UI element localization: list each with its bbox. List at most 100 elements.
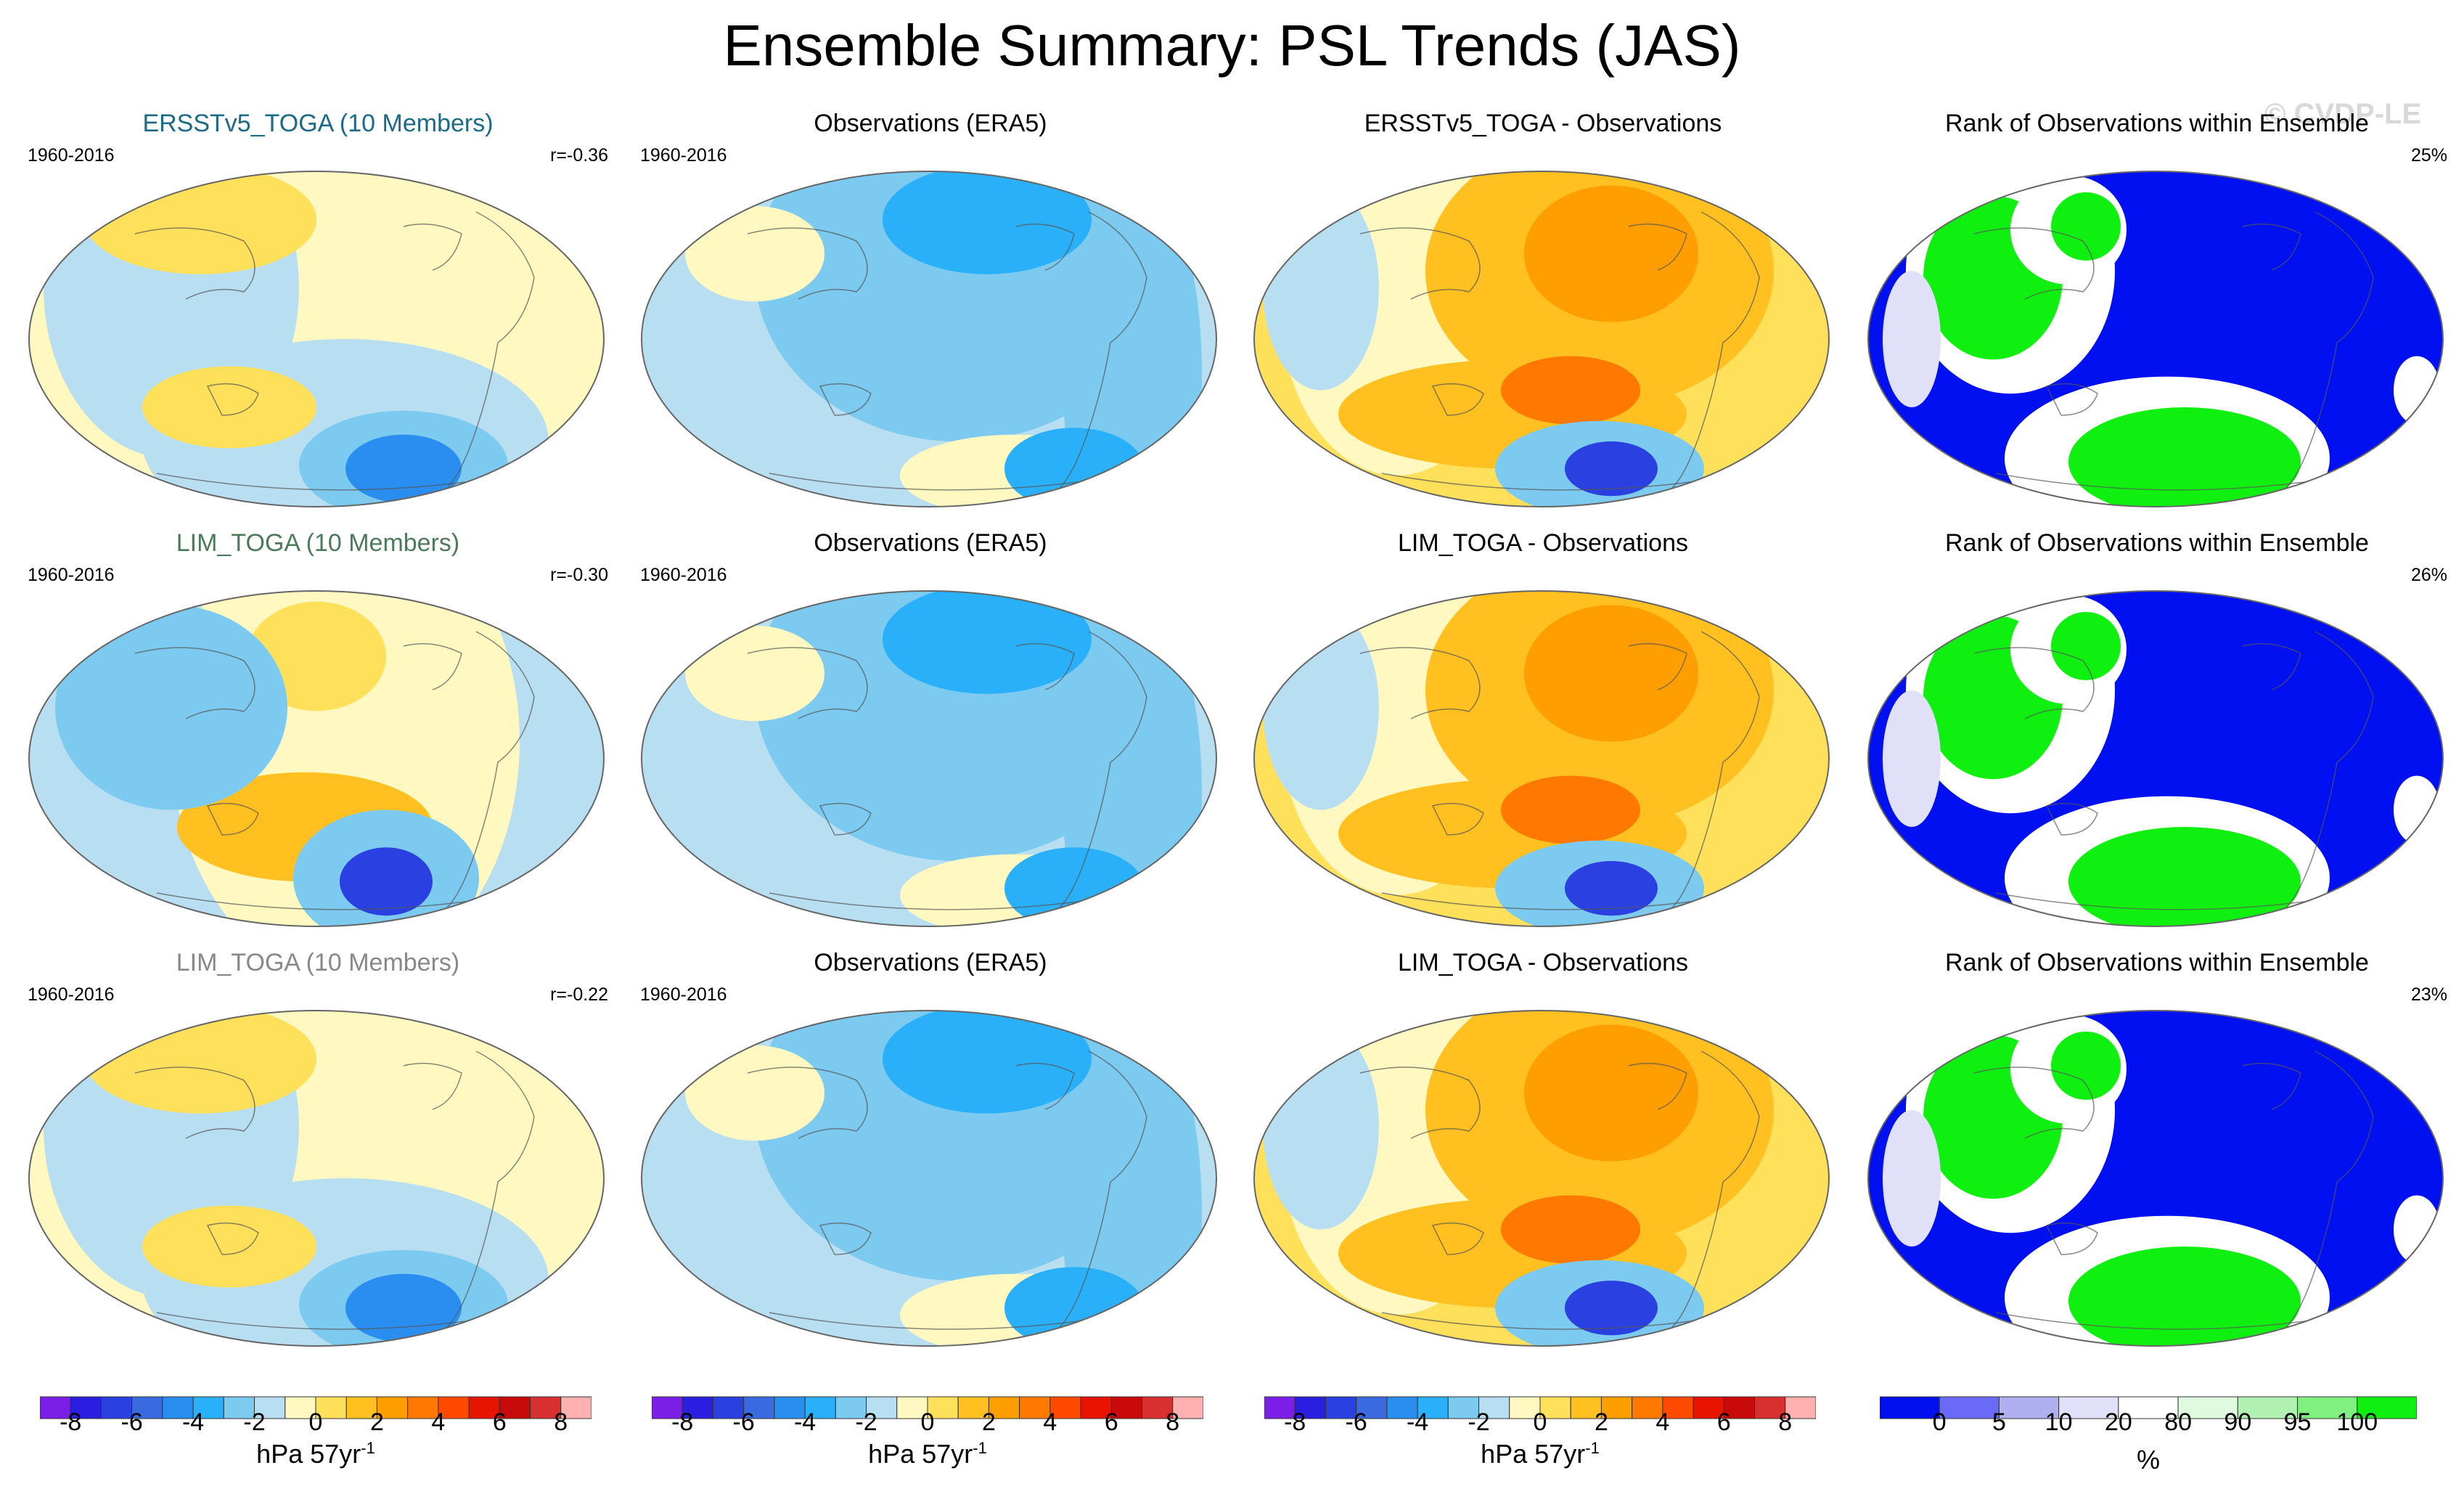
map-field-region	[1263, 605, 1379, 810]
panel-period: 1960-2016	[640, 984, 727, 1005]
colorbar-tick-label: -6	[732, 1408, 755, 1436]
coastline	[156, 1312, 477, 1330]
colorbar-swatch	[1570, 1396, 1602, 1419]
panel-title: ERSSTv5_TOGA (10 Members)	[142, 110, 494, 137]
panel-period: 1960-2016	[28, 145, 115, 166]
map-field-region	[2068, 407, 2301, 507]
map-field-region	[2394, 1195, 2440, 1264]
map-plot	[641, 590, 1217, 927]
panel-ensemble-row2: LIM_TOGA (10 Members) 1960-2016 r=-0.30	[13, 529, 623, 935]
colorbar-tick-label: -4	[1406, 1408, 1429, 1436]
map-field-region	[1883, 271, 1941, 407]
rank-units: %	[2136, 1445, 2160, 1474]
coastline	[1973, 647, 2095, 719]
coastline	[819, 1222, 872, 1255]
colorbar-tick-label: -2	[855, 1408, 877, 1436]
coastline	[1059, 631, 1147, 908]
colorbar-swatch	[1539, 1396, 1571, 1419]
colorbar-tick-label: 4	[1655, 1408, 1670, 1436]
coastline	[819, 383, 872, 416]
colorbar-tick-label: 2	[981, 1408, 996, 1436]
coastline	[1381, 1312, 1702, 1330]
panel-title: Rank of Observations within Ensemble	[1945, 529, 2369, 557]
colorbar-swatch	[957, 1396, 989, 1419]
panel-period: 1960-2016	[28, 565, 115, 585]
coastline	[1628, 223, 1687, 271]
colorbar-tick-label: 4	[431, 1408, 446, 1436]
map-field-region	[1883, 690, 1941, 827]
coastline	[1015, 1062, 1075, 1110]
coastline	[206, 1222, 259, 1255]
colorbar-tick-label: 0	[920, 1408, 935, 1436]
colorbar-swatch	[896, 1396, 928, 1419]
colorbar-tick-label: 6	[1716, 1408, 1731, 1436]
coastline	[2285, 631, 2374, 908]
map-field-region	[2068, 1247, 2301, 1346]
colorbar-swatch	[1417, 1396, 1449, 1419]
panel-stat: 23%	[2410, 984, 2447, 1005]
map-field-region	[345, 434, 462, 503]
map-field-region	[1501, 1195, 1640, 1264]
colorbar-swatch	[1478, 1396, 1510, 1419]
map-plot	[1867, 590, 2444, 927]
panel-title: Rank of Observations within Ensemble	[1945, 110, 2369, 137]
coastline	[1359, 227, 1481, 300]
colorbar-swatch	[1447, 1396, 1480, 1419]
map-outline	[1253, 1010, 1830, 1347]
colorbar-swatch	[1386, 1396, 1418, 1419]
colorbar-tick-label: 8	[1166, 1408, 1180, 1436]
map-outline	[641, 1010, 1217, 1347]
colorbar-tick-label: 80	[2164, 1408, 2193, 1436]
colorbar-swatch	[1142, 1396, 1174, 1419]
colorbar-tick-label: 8	[554, 1408, 568, 1436]
coastline	[403, 643, 462, 690]
map-outline	[641, 590, 1217, 927]
colorbar-tick-label: -6	[1345, 1408, 1367, 1436]
colorbar-swatch	[1754, 1396, 1786, 1419]
colorbar-tick-label: 2	[1594, 1408, 1608, 1436]
colorbar-swatch	[1080, 1396, 1112, 1419]
map-field-region	[2051, 192, 2121, 261]
colorbar-tick-label: 0	[1932, 1408, 1947, 1436]
coastline	[1671, 1051, 1760, 1328]
trend-units-2: hPa 57yr-1	[868, 1439, 987, 1469]
colorbar-swatch	[1356, 1396, 1388, 1419]
panel-stat: r=-0.30	[550, 565, 608, 585]
coastline	[1359, 647, 1481, 719]
colorbar-swatch	[1110, 1396, 1143, 1419]
colorbar-swatch	[988, 1396, 1020, 1419]
panel-diff-row2: LIM_TOGA - Observations	[1238, 529, 1848, 935]
coastline	[134, 1066, 255, 1139]
panel-period: 1960-2016	[640, 145, 727, 166]
panel-stat: r=-0.36	[550, 145, 608, 166]
coastline	[1381, 892, 1702, 910]
coastline	[1671, 211, 1760, 489]
colorbar-tick-label: 10	[2045, 1408, 2073, 1436]
coastline	[769, 1312, 1089, 1330]
panel-ensemble-row1: ERSSTv5_TOGA (10 Members) 1960-2016 r=-0.3…	[13, 109, 623, 515]
map-field-region	[2068, 827, 2301, 926]
coastline	[2242, 1062, 2301, 1110]
map-field-region	[2051, 1031, 2121, 1100]
map-field-region	[685, 205, 824, 302]
colorbar-swatch	[254, 1396, 286, 1419]
panel-ensemble-row3: LIM_TOGA (10 Members) 1960-2016 r=-0.22	[13, 948, 623, 1355]
coastline	[403, 1062, 462, 1110]
map-outline	[1867, 590, 2444, 927]
colorbar-tick-label: 4	[1043, 1408, 1057, 1436]
colorbar-swatch	[1172, 1396, 1203, 1419]
colorbar-swatch	[315, 1396, 347, 1419]
coastline	[2242, 223, 2301, 271]
map-field-region	[345, 1273, 462, 1342]
coastline	[747, 227, 868, 300]
panel-period: 1960-2016	[640, 565, 727, 585]
colorbar-swatch	[1939, 1396, 2000, 1419]
map-field-region	[142, 1205, 316, 1288]
trend-colorbar-1	[40, 1396, 592, 1419]
map-plot	[641, 1010, 1217, 1347]
colorbar-swatch	[530, 1396, 562, 1419]
map-field-region	[1524, 605, 1698, 742]
colorbar-tick-label: -8	[60, 1408, 82, 1436]
coastline	[1015, 643, 1075, 690]
map-outline	[1253, 171, 1830, 507]
